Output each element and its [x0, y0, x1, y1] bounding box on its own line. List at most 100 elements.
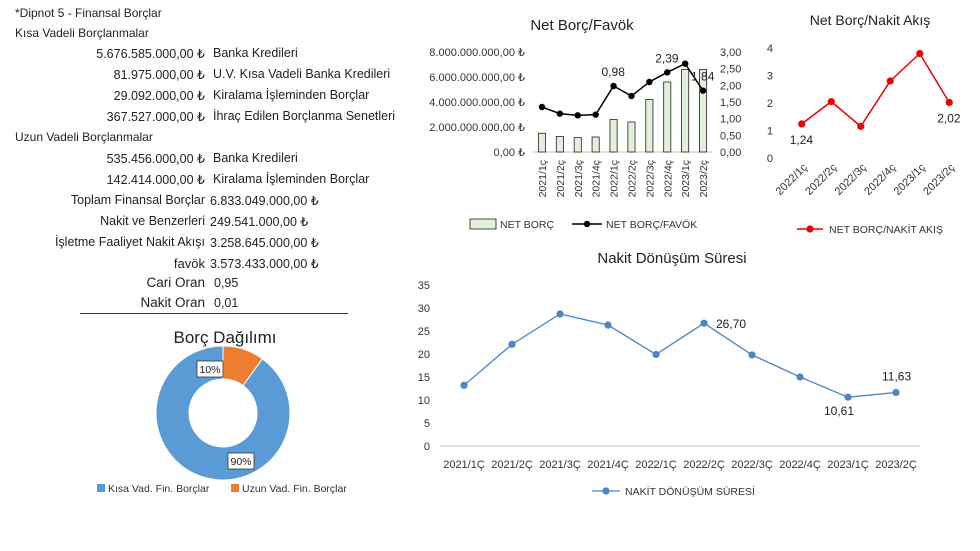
bar: [573, 137, 582, 153]
x-tick-label: 2023/1ç: [680, 160, 692, 197]
data-point: [796, 373, 804, 381]
y-right-tick-label: 1,50: [720, 97, 741, 109]
data-point: [508, 340, 516, 348]
y-tick-label: 25: [418, 326, 430, 338]
x-tick-label: 2022/3Ç: [731, 459, 773, 471]
bar: [627, 121, 636, 153]
data-point: [827, 98, 835, 106]
x-tick-label: 2021/3ç: [573, 160, 585, 197]
y-tick-label: 20: [418, 349, 430, 361]
bar: [609, 119, 618, 153]
bar: [537, 132, 546, 153]
y-tick-label: 10: [418, 395, 430, 407]
x-tick-label: 2021/4ç: [591, 160, 603, 197]
short-term-label: Kiralama İşleminden Borçlar: [213, 88, 370, 102]
legend-marker: [602, 487, 610, 495]
x-tick-label: 2023/1ç: [892, 161, 929, 198]
bar: [681, 69, 690, 153]
series-line: [463, 313, 897, 398]
series-line: [801, 52, 950, 128]
y-tick-label: 0: [424, 441, 430, 453]
x-tick-label: 2021/3Ç: [539, 459, 581, 471]
data-label: 2,39: [655, 51, 679, 65]
data-label: 26,70: [716, 317, 746, 331]
data-point: [681, 60, 689, 67]
long-term-heading: Uzun Vadeli Borçlanmalar: [15, 130, 153, 144]
y-tick-label: 2: [767, 98, 773, 110]
data-point: [652, 350, 660, 359]
y-left-tick-label: 4.000.000.000,00 ₺: [429, 97, 525, 109]
legend-marker: [806, 225, 814, 233]
data-label: 1,84: [691, 70, 715, 84]
x-tick-label: 2022/2ç: [626, 160, 638, 197]
data-point: [592, 111, 599, 118]
data-point: [699, 87, 707, 94]
long-term-label: Banka Kredileri: [213, 151, 298, 165]
data-point: [460, 381, 468, 389]
chart-title: Nakit Dönüşüm Süresi: [597, 250, 746, 267]
short-term-label: U.V. Kısa Vadeli Banka Kredileri: [213, 67, 391, 81]
donut-slice: [222, 345, 264, 387]
data-label: 1,24: [790, 133, 814, 147]
summary-label: Nakit Oran: [140, 295, 205, 310]
note-title: *Dipnot 5 - Finansal Borçlar: [15, 6, 162, 20]
data-point: [892, 388, 900, 397]
data-point: [945, 98, 953, 107]
y-tick-label: 5: [424, 418, 430, 430]
x-tick-label: 2022/1ç: [609, 160, 621, 197]
summary-value: 0,01: [214, 296, 239, 310]
chart-title: Borç Dağılımı: [174, 328, 277, 347]
data-point: [748, 351, 756, 359]
y-left-tick-label: 0,00 ₺: [494, 147, 525, 159]
summary-value: 0,95: [214, 276, 239, 290]
data-label: 90%: [230, 456, 251, 468]
data-point: [538, 103, 546, 111]
data-point: [857, 122, 865, 130]
x-tick-label: 2022/2Ç: [683, 459, 725, 471]
y-tick-label: 35: [418, 280, 430, 292]
data-point: [916, 49, 924, 58]
short-term-amount: 81.975.000,00 ₺: [113, 68, 205, 82]
data-point: [886, 77, 894, 85]
y-left-tick-label: 8.000.000.000,00 ₺: [429, 47, 525, 59]
series-line: [541, 62, 704, 117]
data-point: [844, 393, 852, 401]
x-tick-label: 2023/1Ç: [827, 459, 869, 471]
summary-value: 3.573.433.000,00 ₺: [210, 257, 319, 271]
x-tick-label: 2022/2ç: [803, 161, 840, 198]
x-tick-label: 2023/2ç: [921, 161, 958, 198]
data-point: [664, 69, 671, 76]
data-label: 11,63: [882, 370, 911, 384]
legend-label: Uzun Vad. Fin. Borçlar: [242, 483, 347, 495]
y-left-tick-label: 6.000.000.000,00 ₺: [429, 72, 525, 84]
long-term-label: Kiralama İşleminden Borçlar: [213, 172, 370, 186]
y-right-tick-label: 2,50: [720, 64, 741, 76]
x-tick-label: 2022/4ç: [662, 160, 674, 197]
data-point: [604, 321, 612, 329]
short-term-amount: 367.527.000,00 ₺: [106, 110, 205, 124]
data-point: [610, 82, 617, 90]
y-tick-label: 1: [767, 126, 773, 138]
short-term-amount: 5.676.585.000,00 ₺: [96, 47, 205, 61]
x-tick-label: 2022/1Ç: [635, 459, 677, 471]
y-left-tick-label: 2.000.000.000,00 ₺: [429, 122, 525, 134]
y-tick-label: 15: [418, 372, 430, 384]
x-tick-label: 2021/1ç: [537, 160, 549, 197]
legend-swatch: [231, 484, 239, 492]
bar: [645, 99, 654, 153]
data-point: [646, 78, 653, 86]
legend-label: NET BORÇ: [500, 219, 554, 231]
summary-label: Cari Oran: [146, 275, 205, 290]
chart-title: Net Borç/Favök: [530, 17, 634, 34]
short-term-label: İhraç Edilen Borçlanma Senetleri: [213, 109, 396, 123]
y-tick-label: 4: [767, 43, 773, 55]
y-right-tick-label: 1,00: [720, 114, 741, 126]
x-tick-label: 2021/4Ç: [587, 459, 629, 471]
y-right-tick-label: 0,50: [720, 130, 741, 142]
legend-label: NET BORÇ/NAKİT AKIŞ: [829, 223, 943, 236]
chart-title: Net Borç/Nakit Akış: [810, 12, 931, 28]
data-label: 0,98: [602, 65, 626, 79]
x-tick-label: 2022/1ç: [774, 161, 811, 198]
data-label: 10,61: [824, 404, 854, 418]
